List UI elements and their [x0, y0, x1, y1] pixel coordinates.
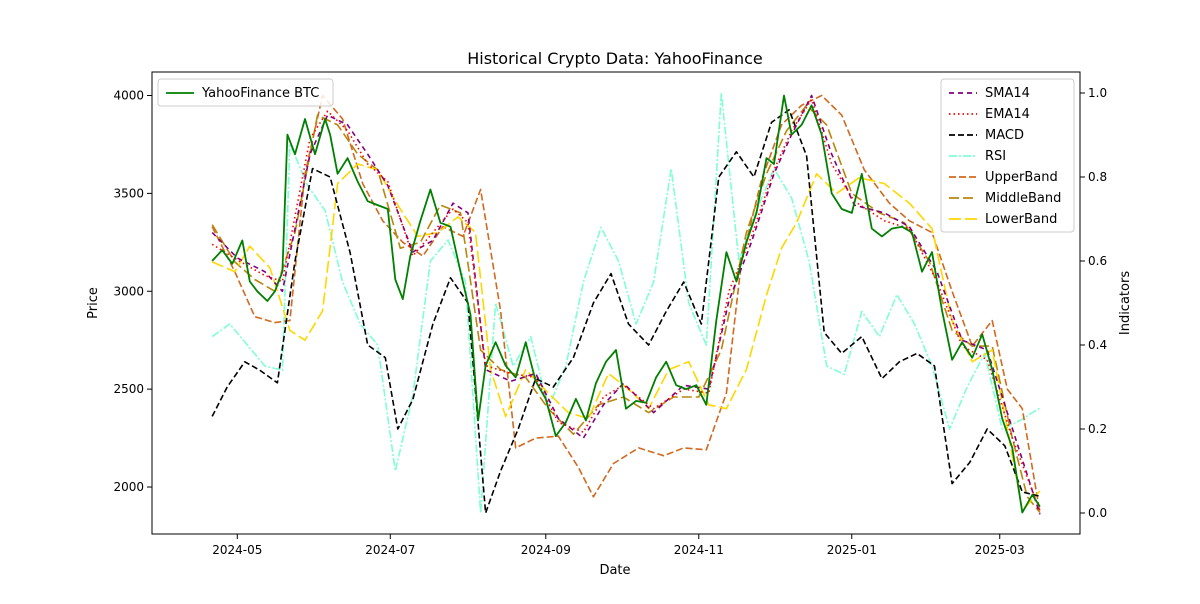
- y2-axis-label: Indicators: [1118, 271, 1133, 335]
- x-tick-label: 2024-11: [674, 543, 724, 557]
- x-axis-label: Date: [599, 563, 630, 578]
- y2-tick-label: 0.8: [1088, 170, 1107, 184]
- x-axis: 2024-05 2024-07 2024-09 2024-11 2025-01 2025-…: [212, 534, 1025, 557]
- y-tick-label: 4000: [113, 88, 144, 102]
- legend-label: EMA14: [985, 107, 1030, 122]
- x-tick-label: 2025-03: [975, 543, 1025, 557]
- y2-tick-label: 0.6: [1088, 254, 1107, 268]
- chart-title: Historical Crypto Data: YahooFinance: [467, 49, 763, 68]
- legend-label: LowerBand: [985, 212, 1057, 227]
- plot-frame: [151, 71, 1081, 535]
- x-tick-label: 2024-07: [365, 543, 415, 557]
- legend-right: SMA14 EMA14 MACD RSI UpperBand MiddleBand Lowe…: [940, 78, 1075, 233]
- y2-tick-label: 1.0: [1088, 86, 1107, 100]
- series-line-macd: [211, 109, 1041, 514]
- y-tick-label: 3000: [113, 284, 144, 298]
- y2-tick-label: 0.0: [1088, 506, 1107, 520]
- legend-box: [157, 78, 334, 107]
- y-axis-right: 0.0 0.2 0.4 0.6 0.8 1.0: [1080, 86, 1107, 520]
- y2-tick-label: 0.2: [1088, 422, 1107, 436]
- y2-tick-label: 0.4: [1088, 338, 1107, 352]
- y-tick-label: 3500: [113, 186, 144, 200]
- legend-label: RSI: [985, 149, 1006, 164]
- legend-label: MiddleBand: [985, 191, 1061, 206]
- legend-left: YahooFinance BTC: [157, 78, 334, 107]
- series-line-yahoofinance-btc: [211, 94, 1041, 514]
- series-line-upperband: [211, 94, 1041, 513]
- y-axis-label: Price: [86, 287, 101, 319]
- series-layer: [211, 92, 1041, 515]
- series-line-ema14: [211, 98, 1041, 511]
- legend-label: SMA14: [985, 86, 1030, 101]
- y-axis-left: 2000 2500 3000 3500 4000: [113, 88, 152, 494]
- x-tick-label: 2024-09: [521, 543, 571, 557]
- x-tick-label: 2025-01: [827, 543, 877, 557]
- y-tick-label: 2000: [113, 480, 144, 494]
- legend-box: [940, 78, 1075, 233]
- legend-label: YahooFinance BTC: [201, 86, 319, 101]
- legend-label: MACD: [985, 128, 1024, 143]
- x-tick-label: 2024-05: [212, 543, 262, 557]
- y-tick-label: 2500: [113, 382, 144, 396]
- legend-label: UpperBand: [985, 170, 1058, 185]
- series-line-sma14: [211, 94, 1041, 515]
- series-line-rsi: [211, 92, 1041, 514]
- series-line-lowerband: [211, 163, 1041, 512]
